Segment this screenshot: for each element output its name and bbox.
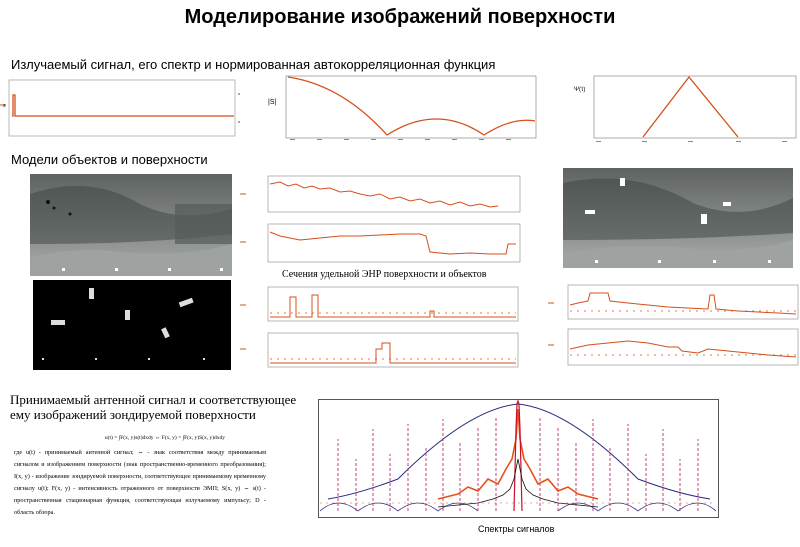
signal-equation: u(t) = ∫F(x, y)s(t)dxdy ⇔ F(x, y) = ∫F(x… (104, 435, 226, 441)
enr-section-plots-right (548, 281, 800, 381)
surface-model-image-right (563, 168, 793, 268)
page-title: Моделирование изображений поверхности (184, 6, 616, 28)
svg-text:|S|: |S| (268, 99, 276, 106)
equation-description: где u(t) - принимаемый антенной сигнал; … (14, 449, 266, 516)
received-signal-heading-line2: ему изображений зондируемой поверхности (10, 407, 256, 422)
object-model-image-black (33, 280, 231, 370)
received-signal-heading-line1: Принимаемый антенной сигнал и соответств… (10, 392, 297, 407)
signal-spectrum-plot: |S| (262, 73, 540, 151)
signal-spectra-plot (318, 399, 719, 519)
emitted-signal-plot: s (0, 78, 240, 140)
received-signal-heading: Принимаемый антенной сигнал и соответств… (10, 392, 296, 422)
enr-section-plots-surface (240, 172, 522, 274)
autocorrelation-plot: Ψ(τ) (572, 73, 800, 151)
section-emitted-signal-heading: Излучаемый сигнал, его спектр и нормиров… (11, 57, 496, 72)
surface-model-image-left (30, 174, 232, 276)
svg-text:Ψ(τ): Ψ(τ) (574, 87, 585, 93)
enr-section-plots-objects (240, 283, 522, 383)
svg-text:s: s (3, 103, 6, 109)
enr-sections-caption: Сечения удельной ЭНР поверхности и объек… (282, 269, 487, 280)
spectra-caption: Спектры сигналов (478, 524, 555, 534)
section-object-models-heading: Модели объектов и поверхности (11, 152, 208, 167)
